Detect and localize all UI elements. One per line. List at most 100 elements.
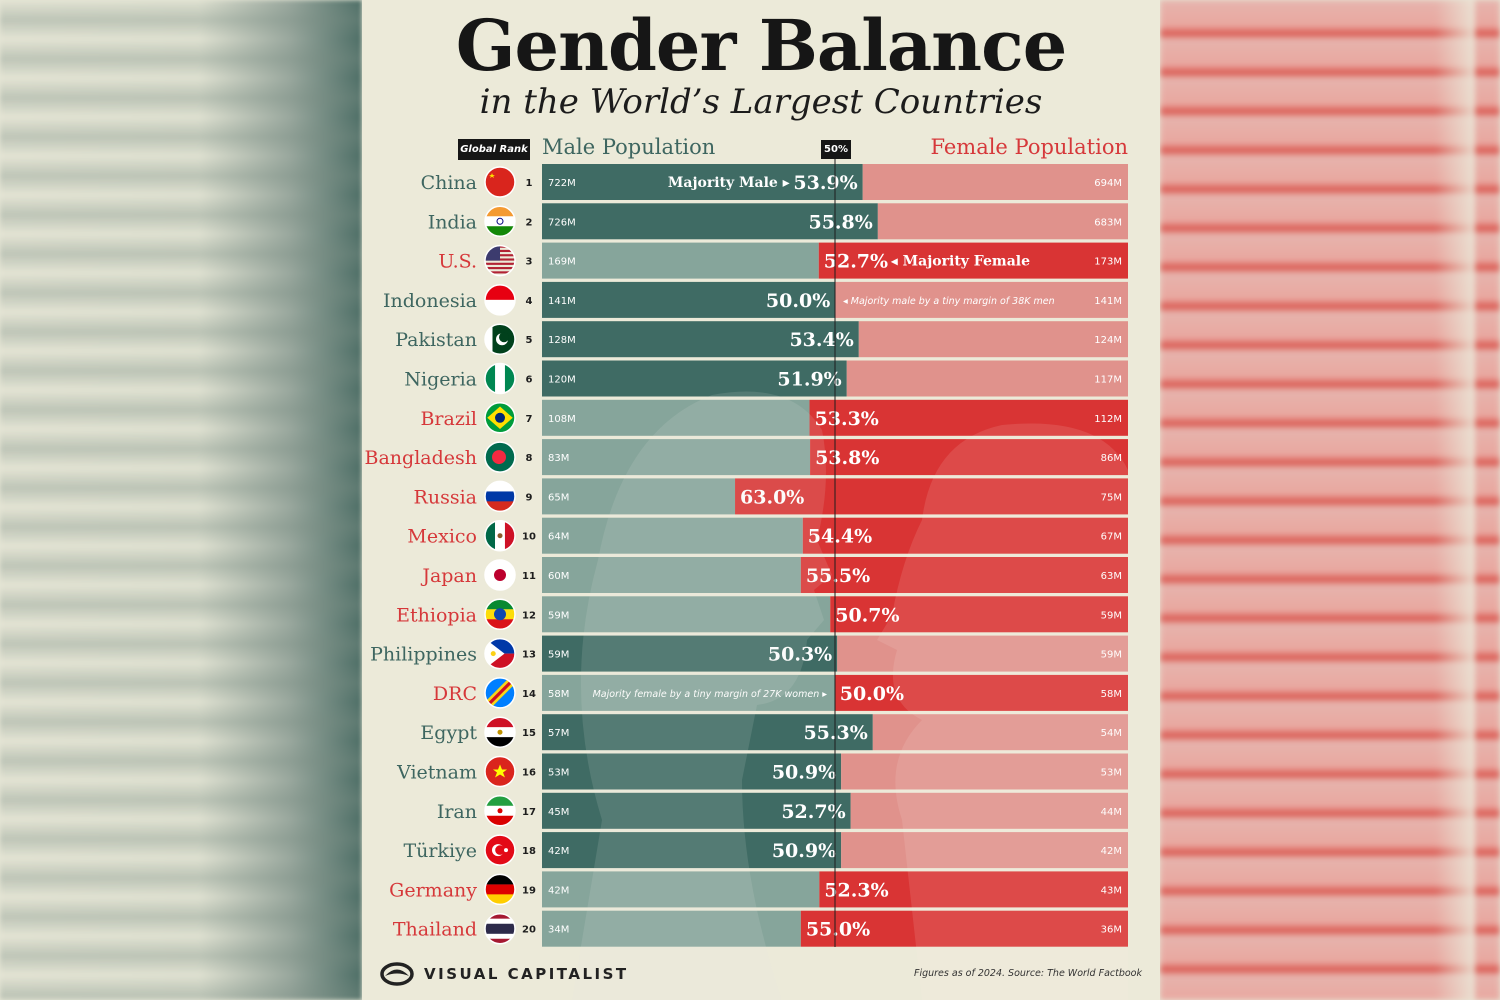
female-bar <box>800 557 1128 593</box>
global-rank-label: Global Rank <box>458 139 530 160</box>
male-bar <box>542 164 863 200</box>
female-population-value: 59M <box>1101 610 1122 621</box>
brazil-flag <box>484 402 516 434</box>
majority-share-label: 50.9% <box>772 762 836 784</box>
country-label: Egypt <box>420 722 477 744</box>
country-label: Indonesia <box>383 290 477 312</box>
country-label: Germany <box>389 879 477 901</box>
blurred-background-right <box>1160 0 1500 1000</box>
country-label: India <box>428 211 477 233</box>
rank-number: 20 <box>522 925 536 936</box>
male-population-value: 42M <box>548 846 569 857</box>
male-population-value: 34M <box>548 925 569 936</box>
majority-share-label: 50.0% <box>766 290 830 312</box>
chart-row: Nigeria 6 120M 117M 51.9% <box>404 360 1128 397</box>
blurred-background-left <box>0 0 362 1000</box>
annotation-majority-female: ◂ Majority Female <box>891 254 1030 270</box>
rank-number: 14 <box>522 689 536 700</box>
china-flag <box>484 166 516 198</box>
chart-row: Egypt 15 57M 54M 55.3% <box>420 714 1128 751</box>
male-population-value: 45M <box>548 807 569 818</box>
male-bar <box>542 517 803 554</box>
fifty-percent-marker: 50% <box>821 140 851 159</box>
male-bar <box>542 557 801 593</box>
rank-number: 8 <box>526 453 533 464</box>
male-population-value: 53M <box>548 768 569 779</box>
female-population-header: Female Population <box>930 135 1128 159</box>
majority-share-label: 52.3% <box>824 879 888 901</box>
russia-flag <box>484 480 516 513</box>
female-bar <box>862 164 1128 200</box>
annotation-drc: Majority female by a tiny margin of 27K … <box>593 689 828 700</box>
majority-share-label: 52.7% <box>781 801 845 823</box>
majority-share-label: 53.9% <box>793 172 857 194</box>
bar-chart: China 1 722M 694M 53.9%Majority Male ▸ India 2… <box>365 158 1128 1000</box>
infographic-poster: Gender Balance in the World’s Largest Co… <box>362 0 1160 1000</box>
male-bar <box>542 910 801 947</box>
female-population-value: 67M <box>1101 532 1122 543</box>
chart-row: U.S. 3 169M 173M 52.7% ◂ Majority Female <box>438 242 1128 279</box>
country-label: Pakistan <box>395 329 477 351</box>
female-population-value: 75M <box>1101 492 1122 503</box>
country-label: Mexico <box>407 526 477 548</box>
female-bar <box>872 714 1128 751</box>
female-silhouette <box>877 423 1128 1000</box>
mexico-flag <box>484 519 516 552</box>
country-label: Russia <box>414 486 477 508</box>
male-bar <box>542 832 842 869</box>
country-label: Ethiopia <box>396 604 477 626</box>
chart-row: Japan 11 60M 63M 55.5% <box>420 557 1128 593</box>
male-population-value: 128M <box>548 335 576 346</box>
country-label: Vietnam <box>396 762 477 784</box>
female-bar <box>858 321 1128 358</box>
annotation-majority-male: Majority Male ▸ <box>668 175 790 191</box>
male-population-value: 58M <box>548 689 569 700</box>
male-bar <box>542 281 836 318</box>
majority-share-label: 63.0% <box>740 486 804 508</box>
male-population-value: 59M <box>548 610 569 621</box>
male-bar <box>542 753 842 790</box>
female-population-value: 59M <box>1101 650 1122 661</box>
male-population-value: 57M <box>548 728 569 739</box>
female-bar <box>846 360 1128 397</box>
female-bar <box>800 910 1128 947</box>
chart-title: Gender Balance <box>455 4 1067 87</box>
male-bar <box>542 635 838 672</box>
majority-share-label: 53.3% <box>815 408 879 430</box>
female-population-value: 124M <box>1094 335 1122 346</box>
country-label: U.S. <box>438 251 477 273</box>
female-population-value: 54M <box>1101 728 1122 739</box>
female-population-value: 53M <box>1101 768 1122 779</box>
male-population-value: 65M <box>548 492 569 503</box>
female-population-value: 112M <box>1094 414 1122 425</box>
female-bar <box>735 478 1128 515</box>
majority-share-label: 54.4% <box>808 526 872 548</box>
male-bar <box>542 203 878 240</box>
rank-number: 18 <box>522 846 536 857</box>
female-population-value: 86M <box>1101 453 1122 464</box>
thailand-flag <box>484 912 516 945</box>
country-label: Iran <box>437 801 477 823</box>
chart-row: Bangladesh 8 83M 86M 53.8% <box>365 439 1128 476</box>
egypt-flag <box>484 716 516 748</box>
male-population-value: 83M <box>548 453 569 464</box>
rank-number: 7 <box>526 414 533 425</box>
male-population-value: 60M <box>548 571 569 582</box>
female-bar <box>830 596 1128 633</box>
rank-number: 10 <box>522 532 536 543</box>
majority-share-label: 55.8% <box>808 211 872 233</box>
majority-share-label: 50.7% <box>835 604 899 626</box>
brand-name: VISUAL CAPITALIST <box>424 965 629 983</box>
majority-share-label: 55.3% <box>803 722 867 744</box>
female-bar <box>837 635 1128 672</box>
male-bar <box>542 321 859 358</box>
male-population-value: 169M <box>548 257 576 268</box>
majority-share-label: 55.5% <box>806 565 870 587</box>
chart-row: Russia 9 65M 75M 63.0% <box>414 478 1128 515</box>
vietnam-flag <box>484 755 516 788</box>
bangladesh-flag <box>484 441 516 473</box>
country-label: Nigeria <box>404 369 477 391</box>
germany-flag <box>484 873 516 906</box>
rank-number: 3 <box>526 257 533 268</box>
rank-number: 19 <box>522 885 536 896</box>
